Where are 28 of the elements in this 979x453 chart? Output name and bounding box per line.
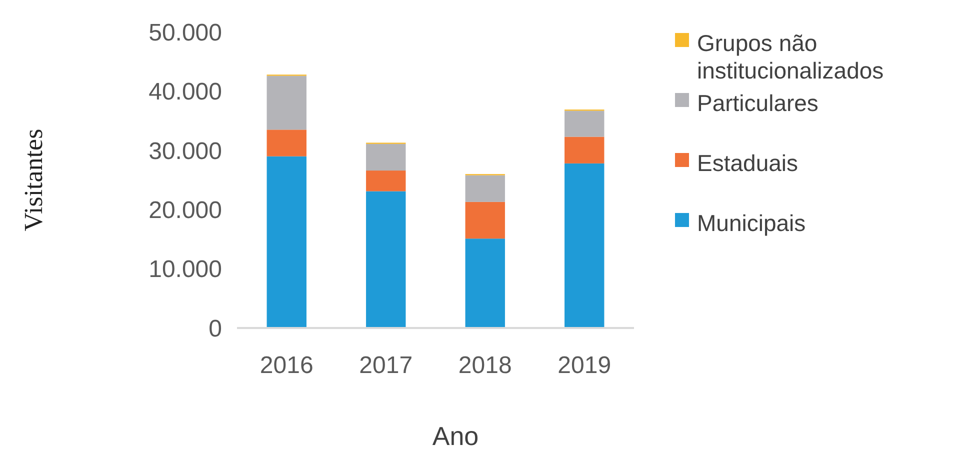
y-tick-label: 40.000 <box>148 78 222 106</box>
x-tick-label: 2016 <box>260 352 314 379</box>
y-axis-title: Visitantes <box>19 128 48 232</box>
bar <box>465 202 505 239</box>
legend-label: Grupos não institucionalizados <box>697 30 884 84</box>
bar <box>366 191 406 328</box>
bar <box>266 76 306 130</box>
legend-label: Municipais <box>697 210 806 236</box>
y-tick-label: 0 <box>208 315 222 342</box>
x-tick-label: 2019 <box>558 352 612 379</box>
x-tick-label: 2017 <box>359 352 413 379</box>
legend-label: Estaduais <box>697 150 798 176</box>
bar <box>366 170 406 192</box>
bar <box>564 110 604 137</box>
y-tick-label: 50.000 <box>148 19 222 46</box>
bar <box>366 144 406 171</box>
legend-label: Particulares <box>697 90 818 116</box>
bar <box>465 238 505 328</box>
bar <box>266 156 306 328</box>
bar <box>465 175 505 202</box>
bar <box>564 163 604 328</box>
y-tick-label: 10.000 <box>148 256 222 284</box>
x-axis-title: Ano <box>432 421 479 451</box>
bar <box>266 130 306 156</box>
y-tick-label: 20.000 <box>148 197 222 224</box>
bar <box>564 136 604 164</box>
x-tick-label: 2018 <box>458 352 512 379</box>
y-tick-label: 30.000 <box>148 138 222 165</box>
